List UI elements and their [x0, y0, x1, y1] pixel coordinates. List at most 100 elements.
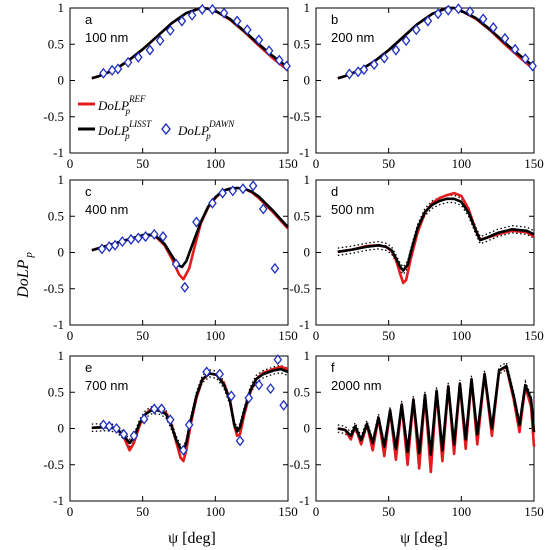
- series-dawn-point: [104, 420, 114, 432]
- panel-e-tag: e: [85, 360, 92, 375]
- x-tick-label: 100: [452, 156, 472, 171]
- x-tick-label: 0: [67, 504, 74, 519]
- y-tick-label: 0.5: [48, 384, 64, 399]
- series-dawn-point: [158, 230, 168, 243]
- series-dawn-point: [119, 428, 129, 440]
- x-tick-label: 0: [313, 156, 320, 171]
- series-dawn-point: [208, 3, 217, 16]
- series-dawn-point: [165, 414, 175, 426]
- series-dawn-point: [99, 67, 108, 79]
- x-tick-label: 150: [278, 504, 298, 519]
- x-tick-label: 0: [313, 504, 320, 519]
- series-dawn-point: [155, 35, 165, 47]
- panel-b-wavelength: 200 nm: [331, 30, 374, 45]
- series-dawn-point: [433, 8, 443, 20]
- series-dawn-point: [238, 183, 248, 195]
- series-dawn-point: [123, 56, 133, 68]
- panel-f-wavelength: 2000 nm: [331, 378, 382, 393]
- panel-a: -1 -0.5 0 0.5 1 0 50 100 150 a 100 nm: [43, 0, 297, 171]
- y-tick-label: 0: [58, 73, 65, 88]
- series-dawn-point: [165, 24, 175, 37]
- y-tick-label: 1: [58, 0, 65, 15]
- series-dawn-point: [454, 3, 463, 15]
- y-tick-label: 0: [304, 245, 311, 260]
- series-dawn-point: [359, 64, 369, 76]
- series-dawn-point: [218, 187, 227, 199]
- series-dawn-point: [180, 281, 190, 293]
- y-tick-label: -0.5: [289, 457, 310, 472]
- series-dawn-point: [219, 7, 229, 19]
- series-dawn-point: [528, 60, 537, 72]
- y-tick-label: 1: [58, 348, 65, 363]
- series-dawn-point: [202, 366, 211, 378]
- y-tick-label: 1: [304, 172, 311, 187]
- y-axis-title: DoLPp: [15, 252, 35, 299]
- x-tick-label: 100: [452, 328, 472, 343]
- series-dawn-point: [232, 15, 242, 27]
- x-tick-label: 0: [67, 156, 74, 171]
- series-dawn-point: [520, 53, 530, 65]
- panel-e: -1 -0.5 0 0.5 1 0 50 100 150 e 700 nm: [43, 348, 297, 519]
- series-dawn-point: [478, 13, 488, 25]
- x-tick-label: 150: [278, 156, 298, 171]
- series-dawn-point: [117, 236, 127, 248]
- series-dawn-point: [270, 262, 280, 275]
- y-tick-label: -0.5: [43, 281, 64, 296]
- y-tick-label: 0.5: [48, 208, 64, 223]
- series-dawn-point: [345, 68, 354, 80]
- x-axis-title-left: ψ [deg]: [168, 530, 216, 547]
- panel-a-tag: a: [85, 12, 93, 27]
- x-tick-label: 50: [136, 504, 149, 519]
- panel-d: -1 -0.5 0 0.5 1 0 50 100 150 d 500 nm: [289, 172, 543, 343]
- series-dawn-point: [228, 185, 238, 197]
- series-dawn-point: [215, 368, 225, 380]
- series-dawn-point: [192, 216, 201, 228]
- panel-b: -1 -0.5 0 0.5 1 0 50 100 150 b 200 nm: [289, 0, 543, 171]
- x-tick-label: 100: [452, 504, 472, 519]
- y-tick-label: 0.5: [294, 384, 310, 399]
- x-tick-label: 0: [67, 328, 74, 343]
- series-dawn-point: [107, 64, 117, 76]
- panel-f-tag: f: [331, 360, 335, 375]
- series-dawn-point: [264, 45, 274, 57]
- panel-f: -1 -0.5 0 0.5 1 0 50 100 150 f 2000 nm: [289, 348, 543, 519]
- x-axis-title-right: ψ [deg]: [400, 530, 448, 547]
- series-dawn-point: [139, 413, 149, 425]
- series-dawn-point: [171, 258, 181, 270]
- series-dawn-point: [177, 15, 187, 27]
- series-dawn-point: [510, 43, 520, 55]
- y-tick-label: -1: [53, 317, 64, 332]
- series-dawn-point: [282, 60, 291, 72]
- legend: DoLPREF p DoLPLISST p DoLPDAWN p: [78, 94, 235, 141]
- x-tick-label: 50: [382, 504, 395, 519]
- y-tick-label: -0.5: [289, 109, 310, 124]
- panel-c-wavelength: 400 nm: [85, 202, 128, 217]
- series-dawn-point: [254, 379, 264, 391]
- legend-dawn-label: DoLPDAWN p: [177, 119, 235, 141]
- series-dawn-point: [133, 51, 143, 63]
- series-dawn-point: [411, 24, 421, 36]
- series-dawn-point: [126, 233, 136, 246]
- y-tick-label: -1: [299, 317, 310, 332]
- y-tick-label: 0: [58, 421, 65, 436]
- series-dawn-point: [254, 34, 264, 46]
- panel-e-wavelength: 700 nm: [85, 378, 128, 393]
- series-dawn-point: [244, 392, 254, 404]
- series-lisst-line: [337, 364, 536, 456]
- series-dawn-point: [97, 243, 107, 255]
- series-lisst-line: [337, 197, 535, 272]
- series-dawn-point: [145, 44, 155, 56]
- panel-d-wavelength: 500 nm: [331, 202, 374, 217]
- series-dawn-point: [443, 4, 453, 16]
- legend-dawn-marker: [161, 122, 171, 136]
- series-dawn-point: [423, 15, 433, 27]
- y-tick-label: 0: [304, 73, 311, 88]
- series-dawn-point: [157, 403, 166, 415]
- series-dawn-point: [379, 52, 389, 64]
- y-tick-label: -0.5: [43, 109, 64, 124]
- series-lisst-line: [91, 6, 289, 80]
- series-dawn-point: [248, 180, 258, 192]
- legend-lisst-label: DoLPLISST p: [97, 119, 152, 141]
- panel-c-tag: c: [85, 184, 92, 199]
